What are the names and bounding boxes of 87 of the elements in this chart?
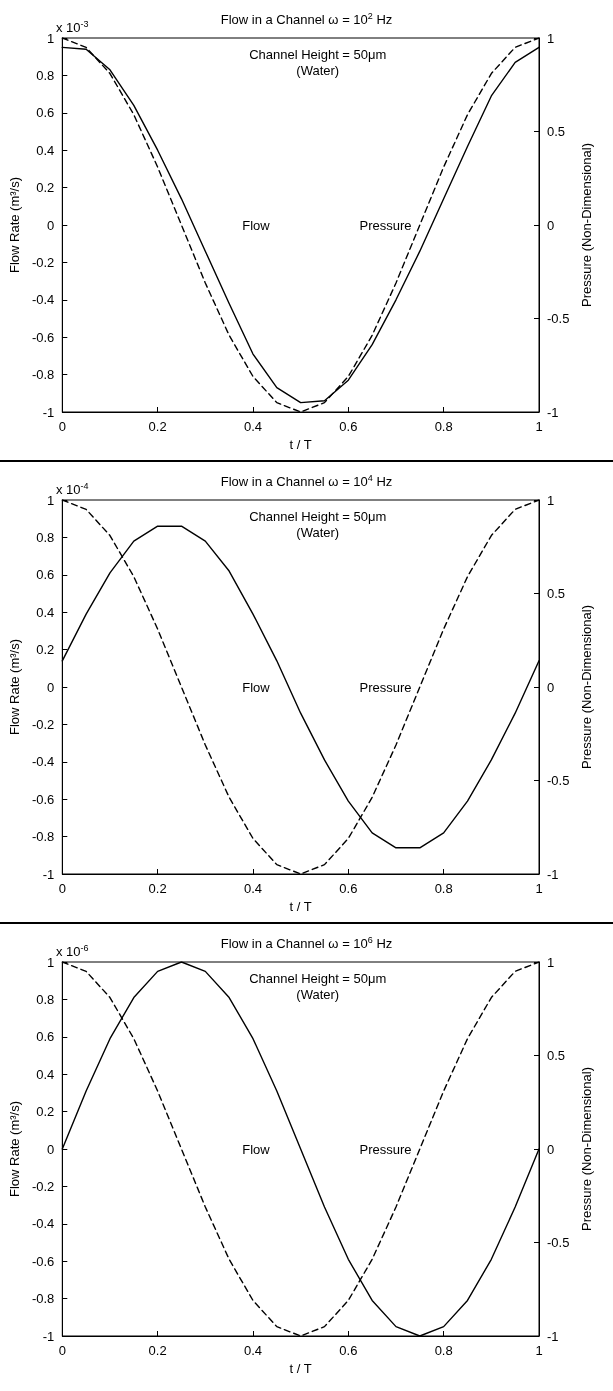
y-tick-label: 0.4 bbox=[36, 604, 55, 620]
y2-tick-label: 0.5 bbox=[547, 586, 566, 601]
y2-tick-label: 1 bbox=[547, 954, 555, 970]
y2-axis-title: Pressure (Non-Dimensional) bbox=[579, 605, 595, 769]
x-tick-label: 0 bbox=[58, 1343, 66, 1358]
x-tick-label: 1 bbox=[535, 881, 543, 896]
x-tick-label: 0 bbox=[58, 419, 66, 434]
y-tick-label: 0.8 bbox=[36, 529, 55, 545]
annotation: Pressure bbox=[359, 217, 412, 233]
y-tick-label: 1 bbox=[47, 30, 55, 46]
x-tick-label: 0.2 bbox=[148, 419, 167, 434]
x-tick-label: 0.4 bbox=[243, 881, 263, 896]
x-tick-label: 0.6 bbox=[339, 881, 358, 896]
y2-tick-label: -0.5 bbox=[547, 1235, 570, 1250]
annotation: (Water) bbox=[296, 524, 340, 540]
y-tick-label: 0.6 bbox=[36, 567, 55, 583]
annotation: Flow bbox=[242, 679, 271, 695]
y-tick-label: -0.6 bbox=[31, 791, 55, 807]
y2-axis-title: Pressure (Non-Dimensional) bbox=[579, 143, 595, 307]
y-tick-label: 0.8 bbox=[36, 991, 55, 1007]
y2-tick-label: -1 bbox=[547, 866, 559, 882]
x-tick-label: 0.4 bbox=[243, 1343, 263, 1358]
y2-tick-label: 1 bbox=[547, 492, 555, 508]
y-tick-label: -1 bbox=[42, 866, 55, 882]
y-axis-title: Flow Rate (m³/s) bbox=[7, 176, 22, 274]
y-tick-label: -0.2 bbox=[31, 716, 55, 732]
x-axis-title: t / T bbox=[289, 1360, 312, 1376]
x-tick-label: 0.8 bbox=[434, 881, 453, 896]
x-tick-label: 0.2 bbox=[148, 881, 167, 896]
x-tick-label: 0.6 bbox=[339, 1343, 358, 1358]
x-tick-label: 0.4 bbox=[243, 419, 263, 434]
y-tick-label: -0.4 bbox=[31, 754, 55, 770]
x-tick-label: 0 bbox=[58, 881, 66, 896]
y-axis-title: Flow Rate (m³/s) bbox=[7, 638, 22, 736]
y-tick-label: 0.6 bbox=[36, 1029, 55, 1045]
y-tick-label: -0.2 bbox=[31, 254, 55, 270]
y-tick-label: 0 bbox=[47, 1141, 55, 1157]
x-tick-label: 0.6 bbox=[339, 419, 358, 434]
y2-tick-label: -1 bbox=[547, 1328, 559, 1344]
y-tick-label: -0.6 bbox=[31, 329, 55, 345]
y2-tick-label: -0.5 bbox=[547, 773, 570, 788]
y-tick-label: -0.4 bbox=[31, 1216, 55, 1232]
y2-tick-label: 0 bbox=[547, 679, 555, 695]
y-tick-label: -0.8 bbox=[31, 367, 55, 383]
annotation: Flow bbox=[242, 217, 271, 233]
y2-tick-label: -1 bbox=[547, 404, 559, 420]
annotation: (Water) bbox=[296, 62, 340, 78]
x-tick-label: 1 bbox=[535, 1343, 543, 1358]
annotation: Pressure bbox=[359, 679, 412, 695]
x-tick-label: 0.2 bbox=[148, 1343, 167, 1358]
y-tick-label: 0.4 bbox=[36, 1066, 55, 1082]
y2-tick-label: 0 bbox=[547, 217, 555, 233]
y2-tick-label: 0 bbox=[547, 1141, 555, 1157]
y-tick-label: 0.4 bbox=[36, 142, 55, 158]
y-tick-label: -1 bbox=[42, 404, 55, 420]
y2-tick-label: 0.5 bbox=[547, 1048, 566, 1063]
y-tick-label: 0.2 bbox=[36, 180, 55, 196]
y-tick-label: 0 bbox=[47, 217, 55, 233]
annotation: Pressure bbox=[359, 1141, 412, 1157]
x-axis-title: t / T bbox=[289, 898, 312, 914]
y-tick-label: -0.8 bbox=[31, 1291, 55, 1307]
y-tick-label: -0.8 bbox=[31, 829, 55, 845]
y-tick-label: 0.8 bbox=[36, 67, 55, 83]
y-tick-label: 1 bbox=[47, 492, 55, 508]
y2-tick-label: 1 bbox=[547, 30, 555, 46]
y-tick-label: 0 bbox=[47, 679, 55, 695]
y-axis-title: Flow Rate (m³/s) bbox=[7, 1100, 22, 1198]
y2-axis-title: Pressure (Non-Dimensional) bbox=[579, 1067, 595, 1231]
y-tick-label: 1 bbox=[47, 954, 55, 970]
annotation: Channel Height = 50μm bbox=[249, 46, 387, 62]
y-tick-label: 0.2 bbox=[36, 1104, 55, 1120]
y-tick-label: 0.6 bbox=[36, 105, 55, 121]
y-tick-label: -0.4 bbox=[31, 292, 55, 308]
y-tick-label: -0.6 bbox=[31, 1253, 55, 1269]
annotation: (Water) bbox=[296, 986, 340, 1002]
x-tick-label: 1 bbox=[535, 419, 543, 434]
annotation: Flow bbox=[242, 1141, 271, 1157]
annotation: Channel Height = 50μm bbox=[249, 508, 387, 524]
y-tick-label: 0.2 bbox=[36, 642, 55, 658]
x-axis-title: t / T bbox=[289, 436, 312, 452]
y2-tick-label: 0.5 bbox=[547, 124, 566, 139]
x-tick-label: 0.8 bbox=[434, 419, 453, 434]
y-tick-label: -1 bbox=[42, 1328, 55, 1344]
y2-tick-label: -0.5 bbox=[547, 311, 570, 326]
x-tick-label: 0.8 bbox=[434, 1343, 453, 1358]
y-tick-label: -0.2 bbox=[31, 1178, 55, 1194]
annotation: Channel Height = 50μm bbox=[249, 970, 387, 986]
